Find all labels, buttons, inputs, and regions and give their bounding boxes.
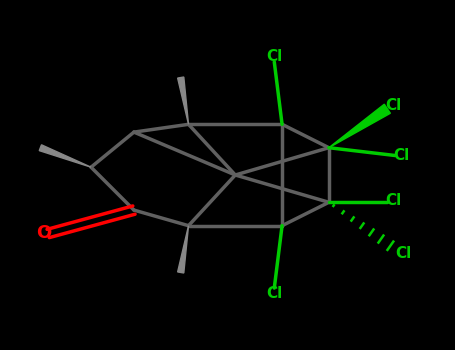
Polygon shape <box>177 77 188 124</box>
Text: Cl: Cl <box>266 286 283 301</box>
Polygon shape <box>39 145 91 167</box>
Text: Cl: Cl <box>393 148 410 163</box>
Polygon shape <box>329 104 390 148</box>
Text: Cl: Cl <box>385 193 402 208</box>
Text: Cl: Cl <box>395 246 411 261</box>
Text: Cl: Cl <box>385 98 402 113</box>
Text: Cl: Cl <box>266 49 283 64</box>
Polygon shape <box>177 226 188 273</box>
Text: O: O <box>36 224 51 243</box>
